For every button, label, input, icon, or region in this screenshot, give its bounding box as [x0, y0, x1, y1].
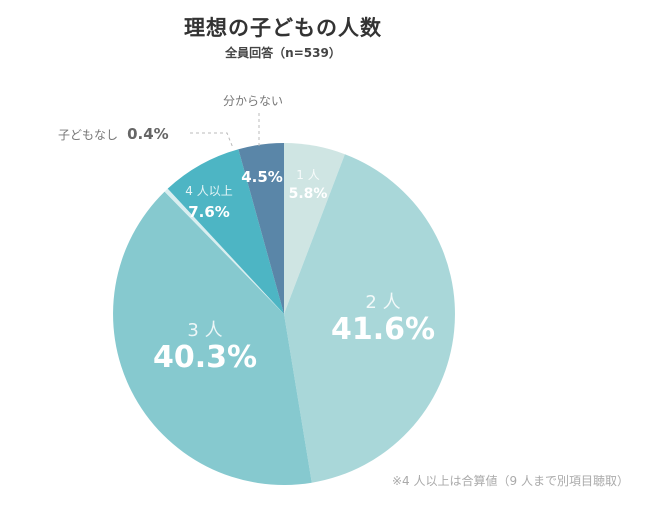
chart-subtitle: 全員回答（n=539）	[225, 46, 341, 60]
footnote: ※4 人以上は合算値（9 人まで別項目聴取）	[392, 474, 629, 488]
label-4-plus: 4 人以上 7.6%	[185, 184, 233, 221]
slice-3-people	[113, 191, 312, 485]
chart-title: 理想の子どもの人数	[184, 16, 382, 40]
label-2-people: 2 人 41.6%	[330, 292, 436, 347]
label-no-children-name: 子どもなし	[58, 128, 119, 142]
label-unknown-pct: 4.5%	[241, 168, 283, 186]
label-no-children: 子どもなし 0.4%	[58, 124, 169, 143]
slice-2-people	[284, 154, 455, 483]
slice-4-plus	[167, 149, 284, 314]
slice-unknown	[238, 143, 284, 314]
label-no-children-pct: 0.4%	[127, 125, 169, 143]
label-unknown-name: 分からない	[223, 94, 284, 108]
slice-1-person	[284, 143, 345, 314]
label-1-person: 1 人 5.8%	[288, 168, 328, 202]
leader-line-no-children	[190, 132, 234, 149]
label-3-people: 3 人 40.3%	[152, 320, 258, 375]
slice-no-children	[164, 188, 284, 314]
